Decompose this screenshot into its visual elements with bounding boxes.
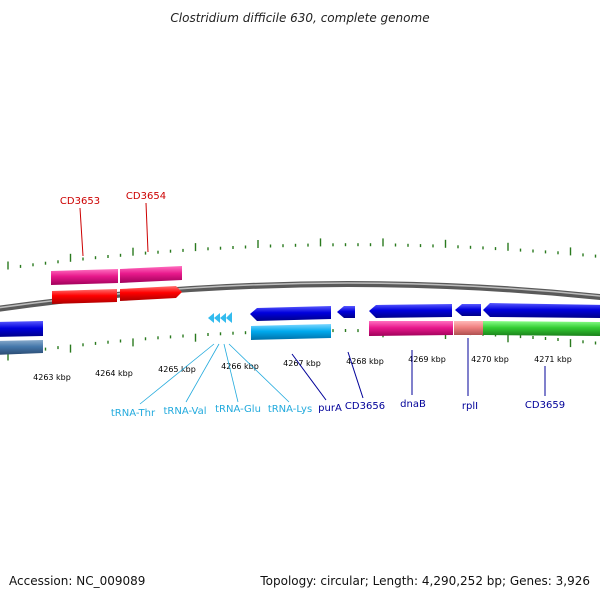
scale-label: 4267 kbp <box>283 359 321 368</box>
trna-labels: tRNA-Thr tRNA-Val tRNA-Glu tRNA-Lys <box>111 343 312 419</box>
dnaB-gene[interactable] <box>369 304 452 318</box>
left-edge-gene[interactable] <box>0 321 43 337</box>
CD3654-gene[interactable] <box>120 266 182 283</box>
CD3653-gene[interactable] <box>51 269 118 285</box>
scale-label: 4270 kbp <box>471 355 509 364</box>
scale-label: 4264 kbp <box>95 369 133 378</box>
CD3656-gene[interactable] <box>337 306 355 318</box>
dnaB-label[interactable]: dnaB <box>400 399 426 410</box>
upper-tick-row <box>7 238 597 270</box>
CD3654-label[interactable]: CD3654 <box>126 191 166 202</box>
purA-label[interactable]: purA <box>318 403 342 414</box>
CD3656-label[interactable]: CD3656 <box>345 401 385 412</box>
tRNA-Lys-arrow[interactable] <box>226 312 232 323</box>
CD3653-label[interactable]: CD3653 <box>60 196 100 207</box>
tRNA-Glu-label[interactable]: tRNA-Glu <box>215 404 261 415</box>
CD3659-label[interactable]: CD3659 <box>525 400 565 411</box>
tRNA-Val-arrow[interactable] <box>214 313 220 323</box>
trna-cluster[interactable] <box>208 312 232 323</box>
tRNA-Val-label[interactable]: tRNA-Val <box>164 406 207 417</box>
rplI-cds[interactable] <box>454 321 483 335</box>
CD3659-cds[interactable] <box>483 321 600 336</box>
scale-label: 4269 kbp <box>408 355 446 364</box>
CD3654-leader <box>145 202 149 253</box>
dnaB-cds[interactable] <box>369 321 453 336</box>
tRNA-Thr-leader <box>139 343 215 405</box>
CD3653-leader <box>79 207 84 257</box>
CD3653-cds[interactable] <box>52 289 117 304</box>
accession-text: Accession: NC_009089 <box>9 574 146 588</box>
CD3659-gene[interactable] <box>483 303 600 318</box>
lower-gene-labels: purA CD3656 dnaB rplI CD3659 <box>291 338 565 414</box>
scale-label: 4263 kbp <box>33 373 71 382</box>
tRNA-Lys-label[interactable]: tRNA-Lys <box>268 404 312 415</box>
scale-label: 4268 kbp <box>346 357 384 366</box>
tRNA-Thr-arrow[interactable] <box>208 313 214 323</box>
map-title: Clostridium difficile 630, complete geno… <box>170 11 429 25</box>
scale-label: 4265 kbp <box>158 365 196 374</box>
rplI-gene[interactable] <box>455 304 481 316</box>
CD3656-leader <box>347 351 364 399</box>
purA-cds[interactable] <box>251 324 331 340</box>
upper-feature-labels: CD3653 CD3654 <box>60 191 166 257</box>
CD3654-cds[interactable] <box>120 286 182 301</box>
tRNA-Thr-label[interactable]: tRNA-Thr <box>111 408 156 419</box>
scale-label: 4271 kbp <box>534 355 572 364</box>
scale-label: 4266 kbp <box>221 362 259 371</box>
purA-gene[interactable] <box>250 306 331 321</box>
tRNA-Lys-leader <box>228 343 290 403</box>
genome-summary-text: Topology: circular; Length: 4,290,252 bp… <box>260 574 590 588</box>
tRNA-Val-leader <box>185 343 220 403</box>
rplI-label[interactable]: rplI <box>462 401 478 412</box>
tRNA-Glu-leader <box>223 343 239 403</box>
left-edge-cds[interactable] <box>0 340 43 355</box>
purA-leader <box>291 353 327 401</box>
scale-labels: 4263 kbp 4264 kbp 4265 kbp 4266 kbp 4267… <box>33 355 572 382</box>
tRNA-Glu-arrow[interactable] <box>220 313 226 323</box>
